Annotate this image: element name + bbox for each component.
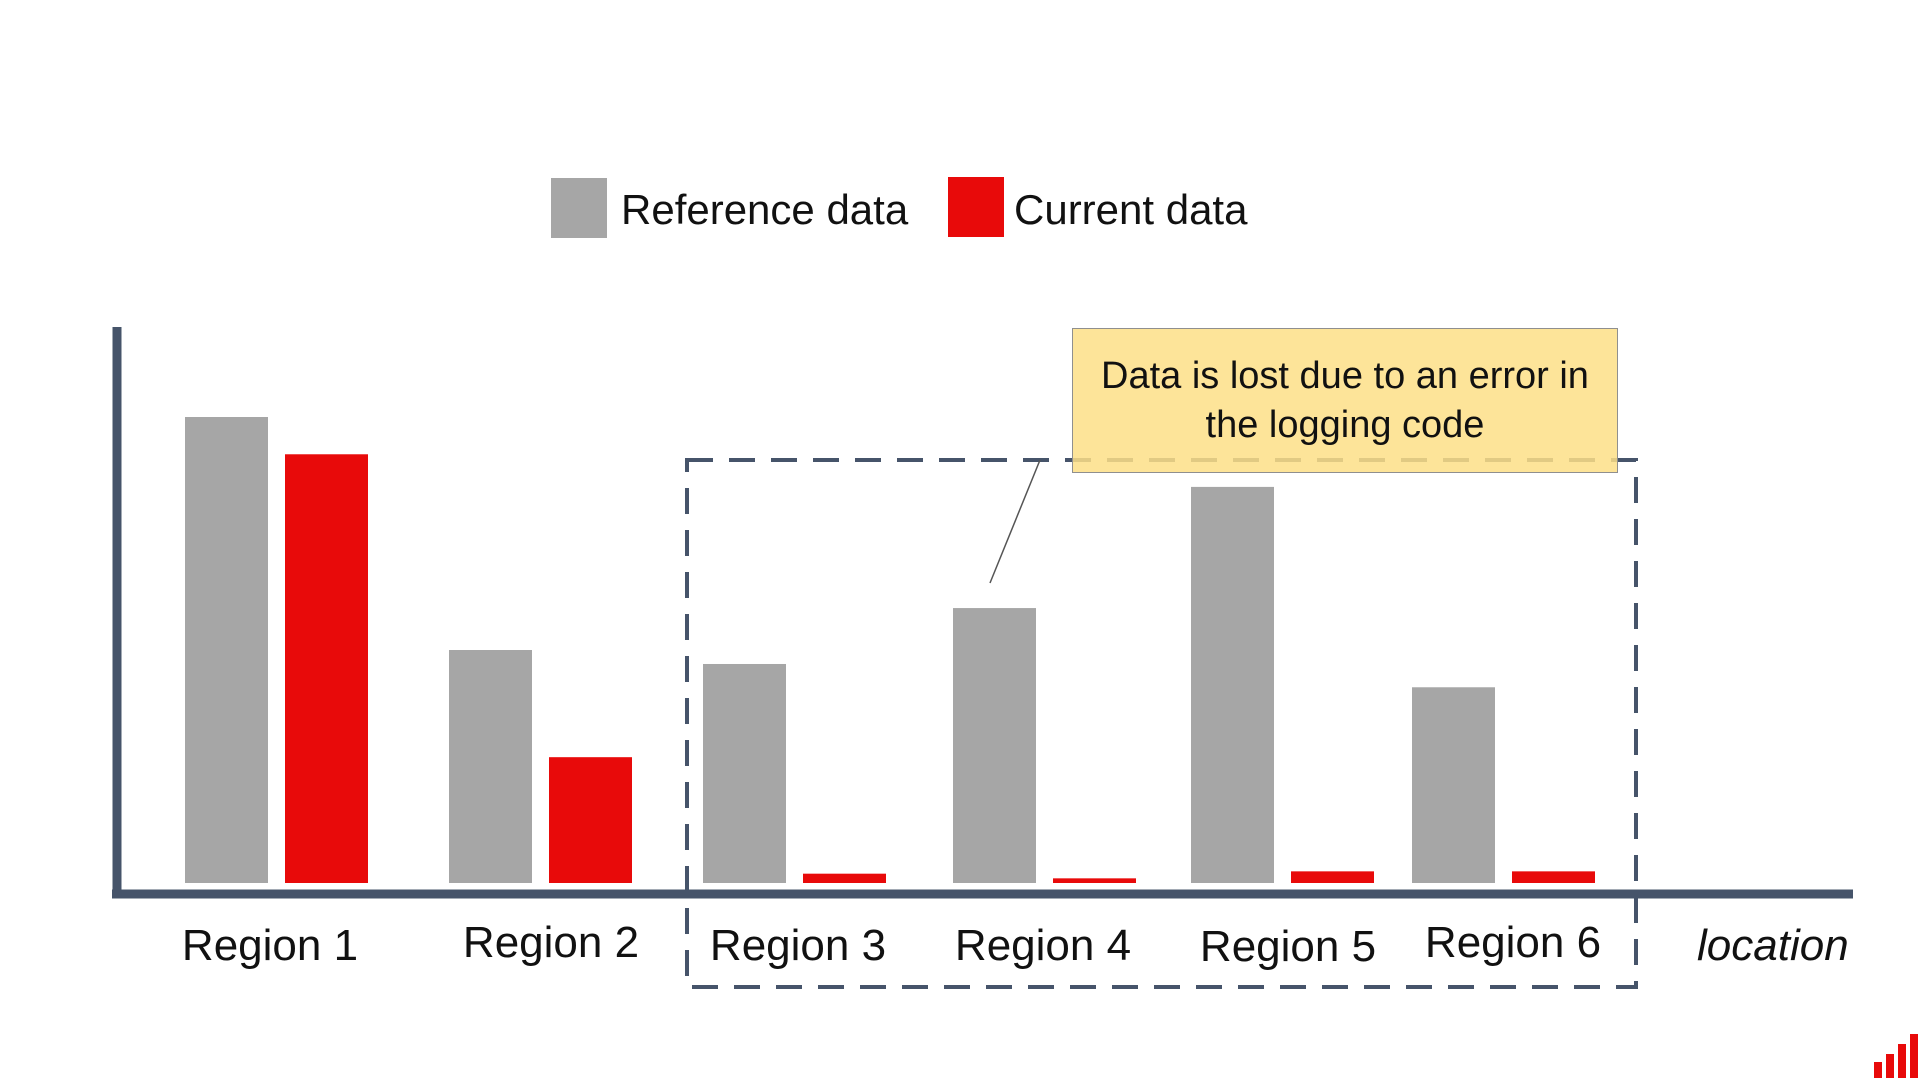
bar-current-region-5	[1291, 871, 1374, 883]
legend-swatch-reference	[551, 178, 607, 238]
bar-reference-region-6	[1412, 687, 1495, 883]
annotation-callout: Data is lost due to an error in the logg…	[1072, 328, 1618, 473]
bar-reference-region-1	[185, 417, 268, 883]
bar-reference-region-4	[953, 608, 1036, 883]
bar-current-region-4	[1053, 878, 1136, 883]
legend-label-reference: Reference data	[621, 186, 909, 233]
bar-current-region-2	[549, 757, 632, 883]
x-axis-title: location	[1697, 921, 1849, 970]
bar-reference-region-3	[703, 663, 786, 883]
legend-swatch-current	[948, 177, 1004, 237]
x-tick-label-region-1: Region 1	[181, 921, 359, 970]
x-tick-label-region-4: Region 4	[954, 921, 1132, 970]
x-tick-label-region-5: Region 5	[1199, 922, 1377, 971]
bar-current-region-1	[285, 454, 368, 883]
legend-label-current: Current data	[1014, 186, 1248, 233]
bars-layer	[185, 417, 1595, 883]
annotation-leader-line	[989, 459, 1041, 584]
bar-reference-region-2	[449, 650, 532, 883]
bar-chart-logo-icon	[1874, 1034, 1918, 1078]
bar-current-region-3	[803, 873, 886, 883]
x-tick-label-region-2: Region 2	[462, 918, 640, 967]
x-tick-label-region-6: Region 6	[1424, 918, 1602, 967]
x-tick-label-region-3: Region 3	[709, 921, 887, 970]
bar-current-region-6	[1512, 871, 1595, 883]
bar-reference-region-5	[1191, 486, 1274, 883]
